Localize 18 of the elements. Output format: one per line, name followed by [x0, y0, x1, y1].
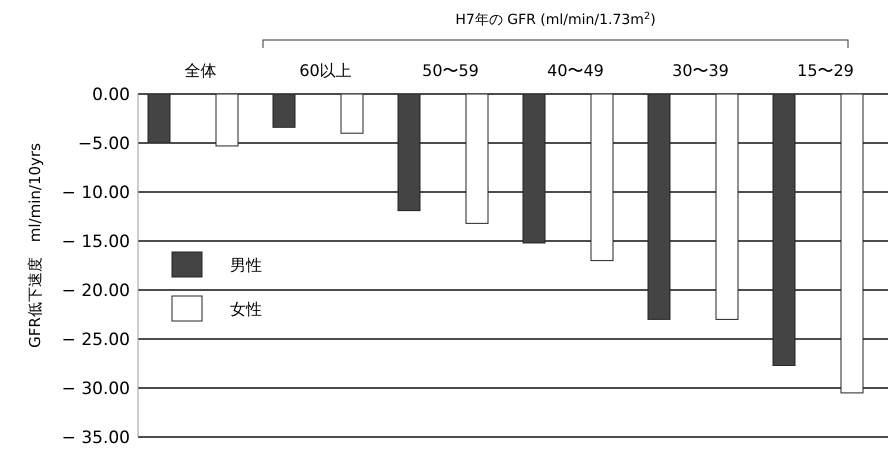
y-tick-label: − 35.00 [62, 428, 130, 448]
y-tick-label: − 15.00 [62, 232, 130, 252]
x-tick-label: 50〜59 [422, 61, 479, 80]
x-tick-label: 全体 [184, 61, 216, 80]
legend-label: 男性 [230, 256, 262, 275]
y-tick-label: 0.00 [92, 84, 130, 105]
y-tick-label: − 20.00 [62, 280, 130, 301]
legend-label: 女性 [230, 300, 262, 319]
x-tick-label: 15〜29 [797, 61, 854, 80]
y-axis-title: GFR低下速度 ml/min/10yrs [26, 142, 44, 348]
x-tick-label: 30〜39 [672, 61, 729, 80]
y-tick-label: − 10.00 [62, 182, 130, 203]
x-tick-label: 40〜49 [547, 61, 604, 80]
x-axis-title: H7年の GFR (ml/min/1.73m$^{2}$) [455, 10, 656, 28]
x-tick-label: 60以上 [299, 61, 352, 80]
y-tick-label: −5.00 [78, 134, 130, 154]
y-tick-label: − 25.00 [62, 330, 130, 350]
y-tick-label: − 30.00 [62, 378, 130, 399]
